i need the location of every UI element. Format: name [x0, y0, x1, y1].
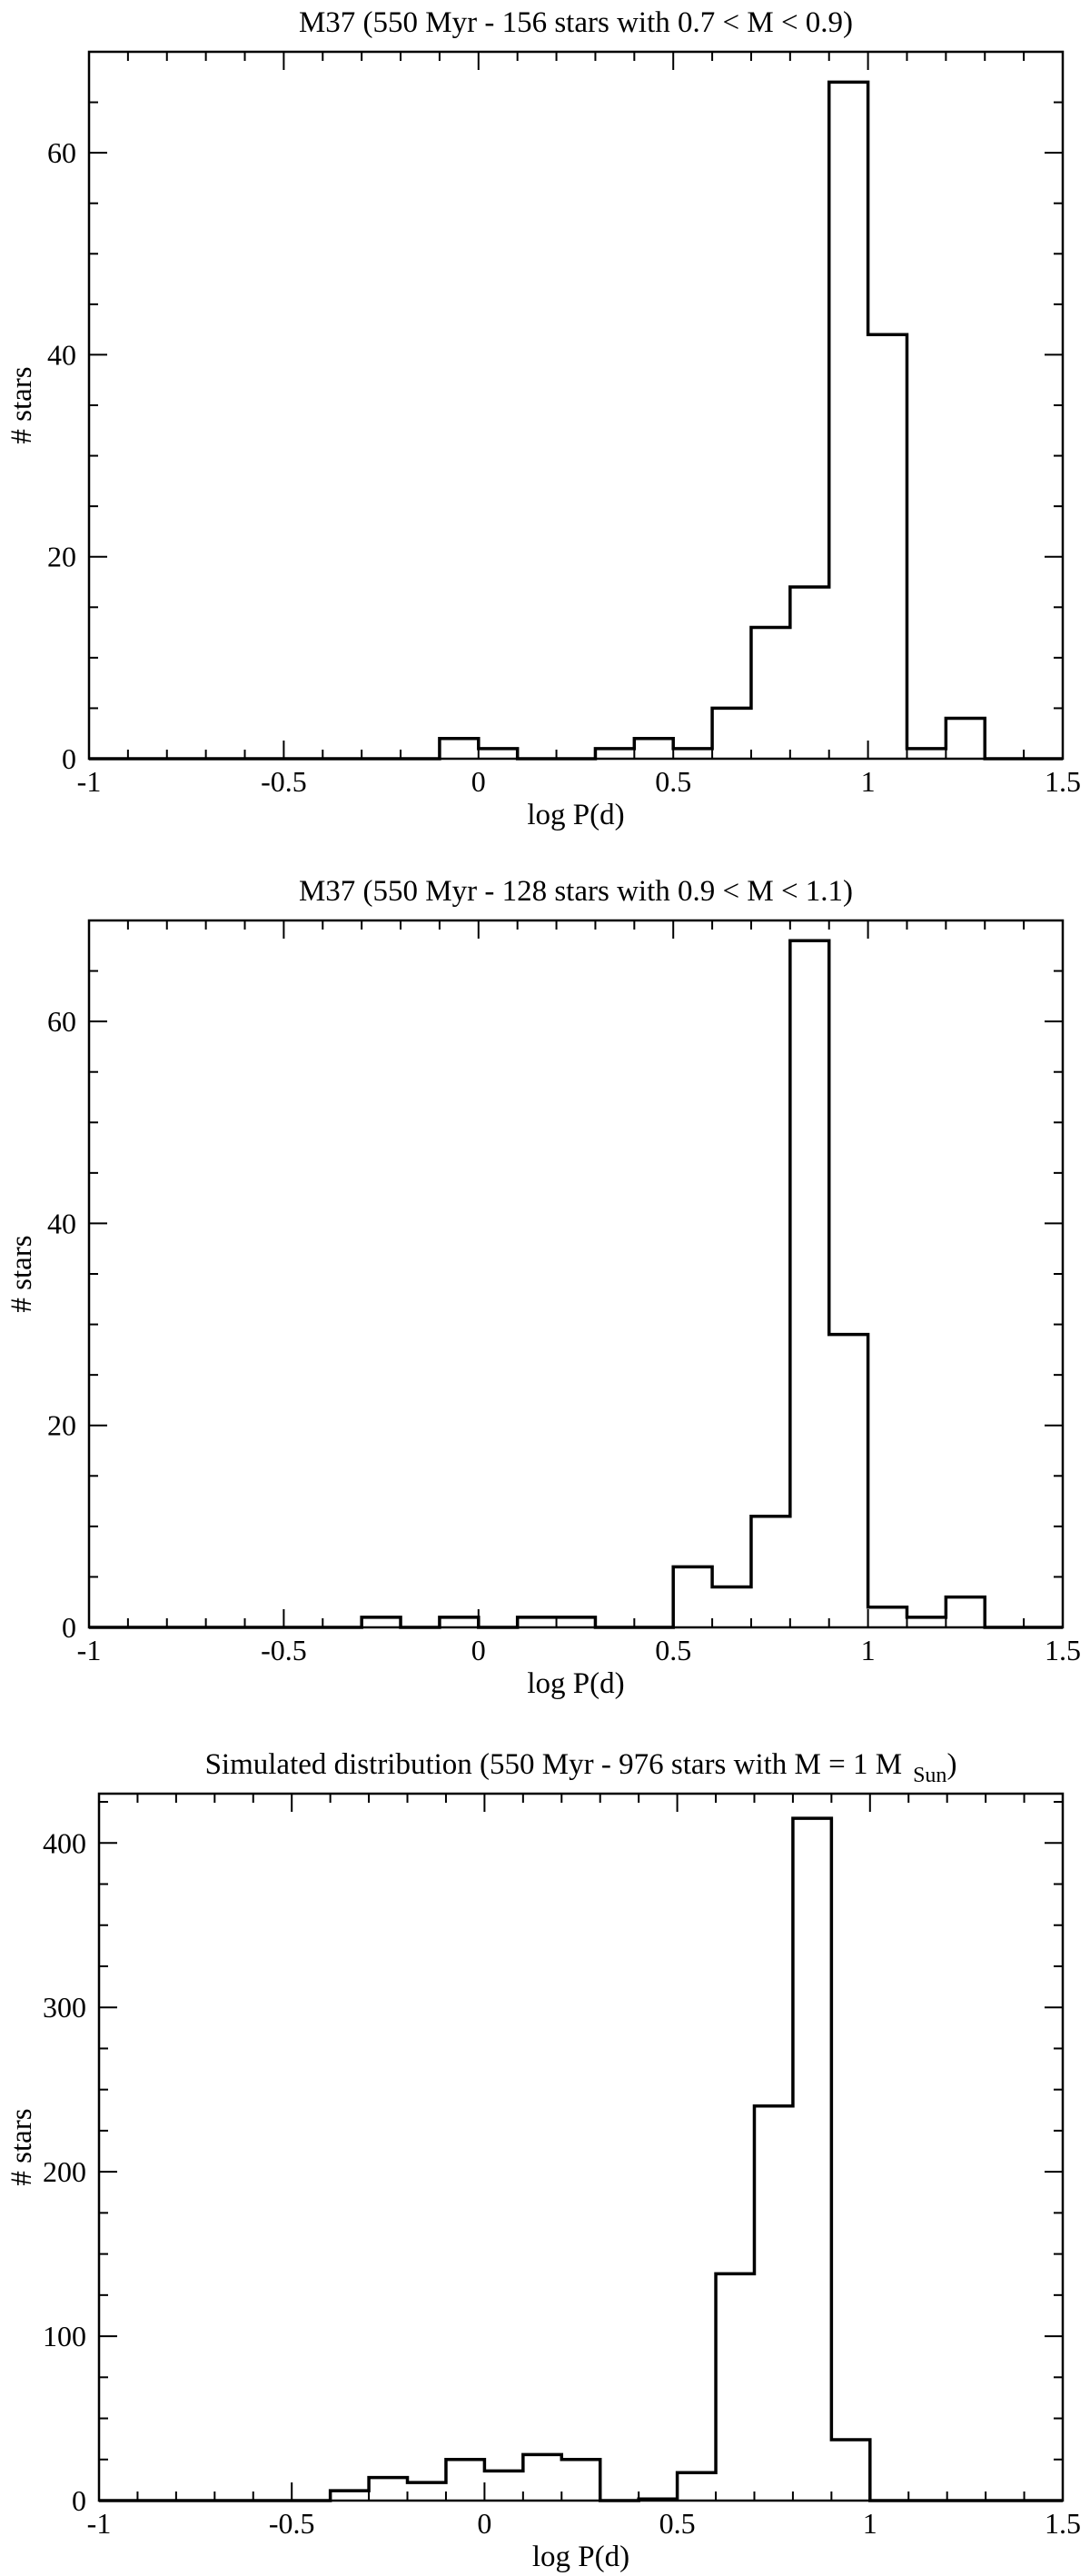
chart-title-subscript: Sun: [913, 1764, 946, 1787]
chart-title-suffix: ): [946, 1748, 956, 1781]
x-tick-label: 1: [863, 2507, 877, 2540]
histogram-bar: [790, 587, 829, 759]
histogram-bar: [829, 82, 868, 759]
chart-title-text: M37 (550 Myr - 156 stars with 0.7 < M < …: [299, 6, 853, 39]
y-tick-label: 0: [62, 742, 76, 775]
x-tick-label: 1.5: [1045, 1634, 1081, 1666]
y-tick-label: 200: [43, 2155, 86, 2188]
y-axis-label: # stars: [5, 366, 38, 443]
chart-panel-3: Simulated distribution (550 Myr - 976 st…: [5, 1748, 1081, 2573]
x-axis-label: log P(d): [527, 1667, 624, 1700]
x-tick-label: 0.5: [659, 2507, 696, 2540]
histogram-bar: [484, 2471, 522, 2501]
chart-title: M37 (550 Myr - 128 stars with 0.9 < M < …: [299, 875, 853, 908]
chart-title: Simulated distribution (550 Myr - 976 st…: [205, 1748, 957, 1787]
y-tick-label: 0: [62, 1611, 76, 1644]
y-tick-label: 60: [47, 1005, 76, 1038]
plot-frame: [87, 919, 1065, 1629]
histogram-bar: [829, 1335, 868, 1627]
x-axis-label: log P(d): [532, 2541, 629, 2573]
histogram-bar: [561, 2460, 600, 2501]
histogram-bar: [712, 708, 751, 759]
chart-title-text: M37 (550 Myr - 128 stars with 0.9 < M < …: [299, 875, 853, 908]
y-tick-label: 40: [47, 1207, 76, 1239]
y-axis-label: # stars: [5, 1235, 38, 1312]
histogram-bar: [754, 2106, 792, 2501]
x-tick-label: -1: [87, 2507, 112, 2540]
x-tick-label: 0: [471, 765, 486, 798]
chart-panel-2: M37 (550 Myr - 128 stars with 0.9 < M < …: [5, 875, 1081, 1700]
histogram-bar: [946, 1597, 985, 1627]
histogram-bar: [751, 628, 790, 759]
histogram-bar: [831, 2440, 869, 2501]
histogram-bar: [712, 1587, 751, 1627]
histogram-bar: [790, 940, 829, 1627]
x-tick-label: 0: [471, 1634, 486, 1666]
histogram-bar: [634, 739, 673, 759]
histogram-bar: [678, 2472, 716, 2501]
histogram-outline: [89, 939, 1063, 1629]
plot-frame: [97, 1792, 1065, 2502]
chart-title: M37 (550 Myr - 156 stars with 0.7 < M < …: [299, 6, 853, 39]
y-tick-label: 0: [72, 2484, 86, 2517]
x-tick-label: -0.5: [269, 2507, 315, 2540]
y-tick-label: 400: [43, 1826, 86, 1859]
histogram-bar: [440, 739, 479, 759]
x-tick-label: -1: [77, 765, 102, 798]
histogram-bar: [408, 2482, 446, 2501]
histogram-bar: [716, 2273, 754, 2501]
histogram-outline: [89, 80, 1063, 761]
histogram-bar: [523, 2454, 561, 2501]
x-tick-label: 0: [477, 2507, 491, 2540]
histogram-bar: [446, 2460, 484, 2501]
x-axis-label: log P(d): [527, 799, 624, 831]
y-tick-label: 60: [47, 136, 76, 169]
histogram-bar: [369, 2478, 407, 2501]
x-tick-label: 1: [861, 1634, 876, 1666]
histogram-bar: [793, 1818, 831, 2501]
x-tick-label: 0.5: [655, 1634, 691, 1666]
y-tick-label: 20: [47, 541, 76, 573]
histogram-outline: [99, 1816, 1063, 2502]
x-tick-label: -0.5: [261, 765, 307, 798]
x-tick-label: 0.5: [655, 765, 691, 798]
chart-title-text: Simulated distribution (550 Myr - 976 st…: [205, 1748, 903, 1781]
histogram-bar: [673, 1566, 712, 1627]
x-tick-label: 1.5: [1045, 765, 1081, 798]
y-tick-label: 40: [47, 338, 76, 371]
y-tick-label: 100: [43, 2320, 86, 2352]
histogram-bar: [868, 1607, 907, 1627]
plot-frame: [87, 50, 1065, 761]
y-tick-label: 20: [47, 1409, 76, 1442]
histogram-bar: [868, 334, 907, 759]
chart-panel-1: M37 (550 Myr - 156 stars with 0.7 < M < …: [5, 6, 1081, 831]
histogram-bar: [946, 719, 985, 759]
y-axis-label: # stars: [5, 2108, 38, 2185]
y-tick-label: 300: [43, 1991, 86, 2024]
x-tick-label: 1: [861, 765, 876, 798]
x-tick-label: 1.5: [1045, 2507, 1081, 2540]
x-tick-label: -1: [77, 1634, 102, 1666]
histogram-bar: [751, 1517, 790, 1627]
x-tick-label: -0.5: [261, 1634, 307, 1666]
